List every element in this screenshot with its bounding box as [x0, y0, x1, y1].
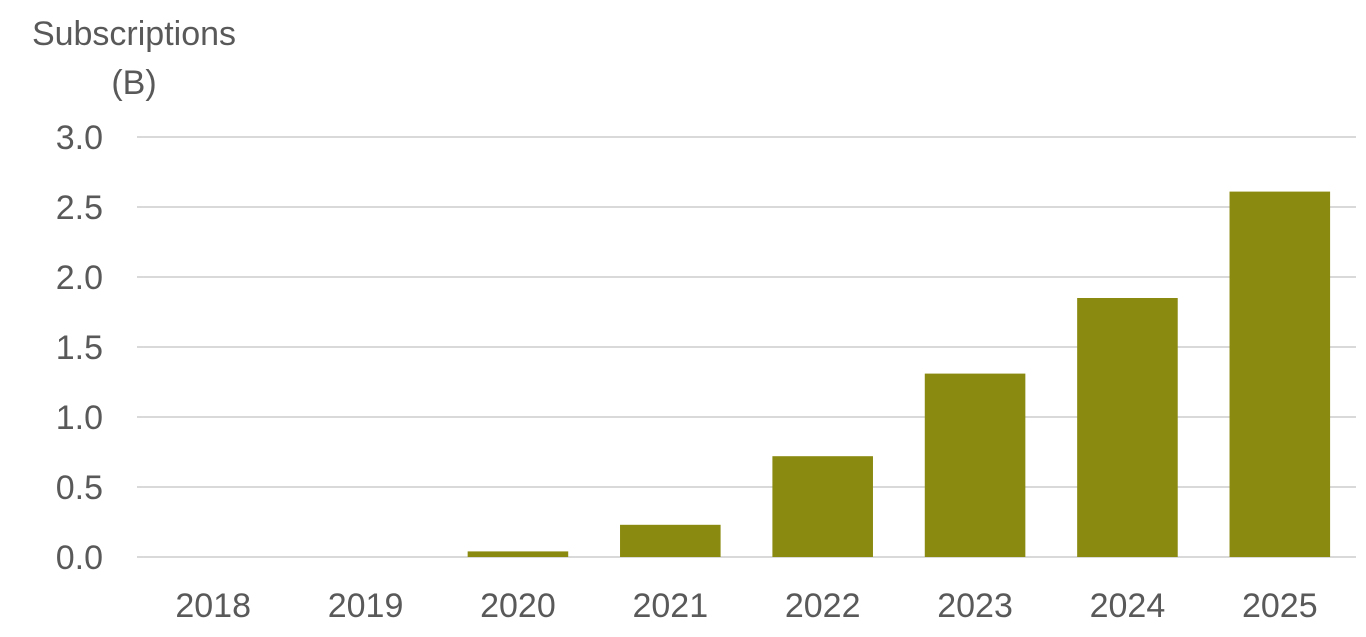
- y-tick-label: 2.5: [56, 189, 103, 227]
- y-tick-label: 0.0: [56, 539, 103, 577]
- y-tick-label: 3.0: [56, 119, 103, 157]
- x-tick-label: 2018: [175, 587, 251, 625]
- y-axis-title: Subscriptions (B): [32, 15, 236, 102]
- bar-2023: [924, 373, 1026, 557]
- y-tick-label: 2.0: [56, 259, 103, 297]
- y-tick-label: 1.0: [56, 399, 103, 437]
- bar-2022: [772, 456, 873, 557]
- bar-2021: [620, 524, 721, 557]
- y-axis-title-line-2: (B): [111, 64, 156, 102]
- bar-2024: [1077, 298, 1178, 557]
- x-tick-label: 2021: [632, 587, 708, 625]
- x-axis-ticks: 2018 2019 2020 2021 2022 2023 2024 2025: [175, 587, 1317, 625]
- x-tick-label: 2024: [1090, 587, 1166, 625]
- bars: [467, 191, 1331, 557]
- x-tick-label: 2019: [328, 587, 404, 625]
- bar-2020: [467, 551, 569, 557]
- y-tick-label: 0.5: [56, 469, 103, 507]
- x-tick-label: 2023: [937, 587, 1013, 625]
- bar-2025: [1229, 191, 1331, 557]
- y-tick-label: 1.5: [56, 329, 103, 367]
- y-axis-ticks: 0.0 0.5 1.0 1.5 2.0 2.5 3.0: [56, 119, 103, 577]
- x-tick-label: 2020: [480, 587, 556, 625]
- x-tick-label: 2025: [1242, 587, 1318, 625]
- gridlines: [137, 136, 1356, 558]
- x-tick-label: 2022: [785, 587, 861, 625]
- y-axis-title-line-1: Subscriptions: [32, 15, 236, 53]
